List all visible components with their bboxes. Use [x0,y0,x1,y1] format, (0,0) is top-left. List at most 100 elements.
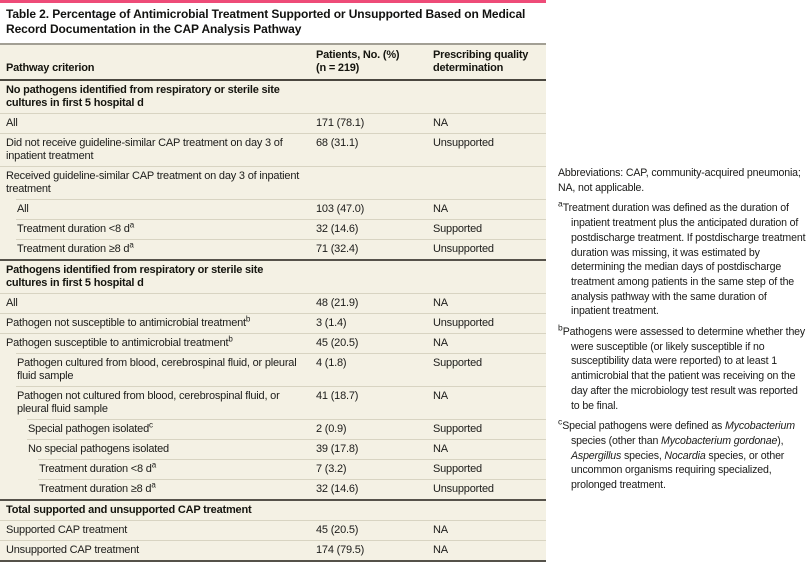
section-label: Total supported and unsupported CAP trea… [0,499,546,521]
patients-cell: 7 (3.2) [310,459,427,480]
quality-cell: Unsupported [427,313,546,334]
criterion-cell: Supported CAP treatment [0,520,310,541]
table-row: Unsupported CAP treatment 174 (79.5) NA [0,540,546,561]
quality-cell: NA [427,520,546,541]
criterion-cell: All [0,199,310,220]
table-row: Treatment duration <8 da 7 (3.2) Support… [0,459,546,480]
patients-cell: 45 (20.5) [310,333,427,354]
criterion-cell: Pathogen not susceptible to antimicrobia… [0,313,310,334]
footnote-b-marker: b [558,322,563,333]
patients-cell: 68 (31.1) [310,133,427,167]
footnotes: Abbreviations: CAP, community-acquired p… [558,166,808,499]
footnote-a-marker: a [558,198,563,209]
col-header-quality-line1: Prescribing quality [433,49,529,61]
footnote-marker: a [129,240,134,250]
section-label: Pathogens identified from respiratory or… [0,259,546,294]
patients-cell: 41 (18.7) [310,386,427,420]
table-row: Supported CAP treatment 45 (20.5) NA [0,520,546,541]
quality-cell: Unsupported [427,479,546,500]
criterion-cell: Pathogen not cultured from blood, cerebr… [0,386,310,420]
section-label: No pathogens identified from respiratory… [6,84,280,109]
table-row: Treatment duration ≥8 da 71 (32.4) Unsup… [0,239,546,260]
criterion-cell: Special pathogen isolatedc [0,419,310,440]
quality-cell [427,166,546,200]
quality-cell: NA [427,293,546,314]
quality-cell: Supported [427,419,546,440]
patients-cell: 32 (14.6) [310,479,427,500]
criterion-cell: Did not receive guideline-similar CAP tr… [0,133,310,167]
criterion-cell: Treatment duration <8 da [0,459,310,480]
quality-cell: NA [427,113,546,134]
footnote-c-text: Special pathogens were defined as Mycoba… [562,420,795,492]
table-row: Treatment duration <8 da 32 (14.6) Suppo… [0,219,546,240]
col-header-patients-line1: Patients, No. (%) [316,49,400,61]
table-row: Treatment duration ≥8 da 32 (14.6) Unsup… [0,479,546,500]
footnote-b-text: Pathogens were assessed to determine whe… [562,326,806,412]
table2-card: Table 2. Percentage of Antimicrobial Tre… [0,0,546,562]
criterion-cell: Received guideline-similar CAP treatment… [0,166,310,200]
col-header-patients-line2: (n = 219) [316,61,360,74]
patients-cell: 174 (79.5) [310,540,427,561]
patients-cell [310,166,427,200]
patients-cell: 4 (1.8) [310,353,427,387]
section-row: Pathogens identified from respiratory or… [0,259,546,294]
quality-cell: NA [427,386,546,420]
criterion-cell: Treatment duration ≥8 da [0,479,310,500]
quality-cell: Supported [427,219,546,240]
criterion-cell: All [0,113,310,134]
table-row: All 171 (78.1) NA [0,113,546,134]
criterion-cell: Treatment duration ≥8 da [0,239,310,260]
patients-cell: 48 (21.9) [310,293,427,314]
quality-cell: NA [427,199,546,220]
patients-cell: 32 (14.6) [310,219,427,240]
footnote-a-text: Treatment duration was defined as the du… [562,202,806,318]
patients-cell: 39 (17.8) [310,439,427,460]
footnote-c-marker: c [558,416,563,427]
footnote-b: bPathogens were assessed to determine wh… [558,322,808,413]
table-row: Pathogen not cultured from blood, cerebr… [0,386,546,420]
col-header-quality: Prescribing quality determination [427,45,546,81]
footnote-marker: a [129,220,135,230]
patients-cell: 71 (32.4) [310,239,427,260]
table-row: Did not receive guideline-similar CAP tr… [0,133,546,167]
table-accent-bar [0,0,546,3]
table-title: Table 2. Percentage of Antimicrobial Tre… [0,3,546,45]
col-header-patients: Patients, No. (%) (n = 219) [310,45,427,81]
criterion-cell: Unsupported CAP treatment [0,540,310,561]
table2: Pathway criterion Patients, No. (%) (n =… [0,45,546,562]
criterion-cell: All [0,293,310,314]
table-row: No special pathogens isolated 39 (17.8) … [0,439,546,460]
criterion-cell: Treatment duration <8 da [0,219,310,240]
section-row: Total supported and unsupported CAP trea… [0,499,546,521]
patients-cell: 171 (78.1) [310,113,427,134]
table-row: Pathogen susceptible to antimicrobial tr… [0,333,546,354]
footnote-marker: a [151,480,156,490]
footnote-marker: b [245,314,251,324]
footnote-a: aTreatment duration was defined as the d… [558,198,808,319]
patients-cell: 2 (0.9) [310,419,427,440]
quality-cell: NA [427,439,546,460]
footnote-marker: a [151,460,157,470]
quality-cell: Unsupported [427,239,546,260]
header-row: Pathway criterion Patients, No. (%) (n =… [0,45,546,81]
footnote-c: cSpecial pathogens were defined as Mycob… [558,416,808,493]
col-header-pathway-criterion: Pathway criterion [0,45,310,81]
section-row: No pathogens identified from respiratory… [0,80,546,114]
table-row: Special pathogen isolatedc 2 (0.9) Suppo… [0,419,546,440]
table-row: Pathogen cultured from blood, cerebrospi… [0,353,546,387]
criterion-cell: No special pathogens isolated [0,439,310,460]
table-row: All 103 (47.0) NA [0,199,546,220]
table-row: Received guideline-similar CAP treatment… [0,166,546,200]
quality-cell: Supported [427,459,546,480]
criterion-cell: Pathogen susceptible to antimicrobial tr… [0,333,310,354]
patients-cell: 45 (20.5) [310,520,427,541]
quality-cell: NA [427,333,546,354]
footnote-marker: c [149,420,153,430]
quality-cell: NA [427,540,546,561]
patients-cell: 3 (1.4) [310,313,427,334]
footnote-marker: b [228,334,233,344]
abbreviations-note: Abbreviations: CAP, community-acquired p… [558,167,801,194]
col-header-quality-line2: determination [433,61,504,74]
patients-cell: 103 (47.0) [310,199,427,220]
